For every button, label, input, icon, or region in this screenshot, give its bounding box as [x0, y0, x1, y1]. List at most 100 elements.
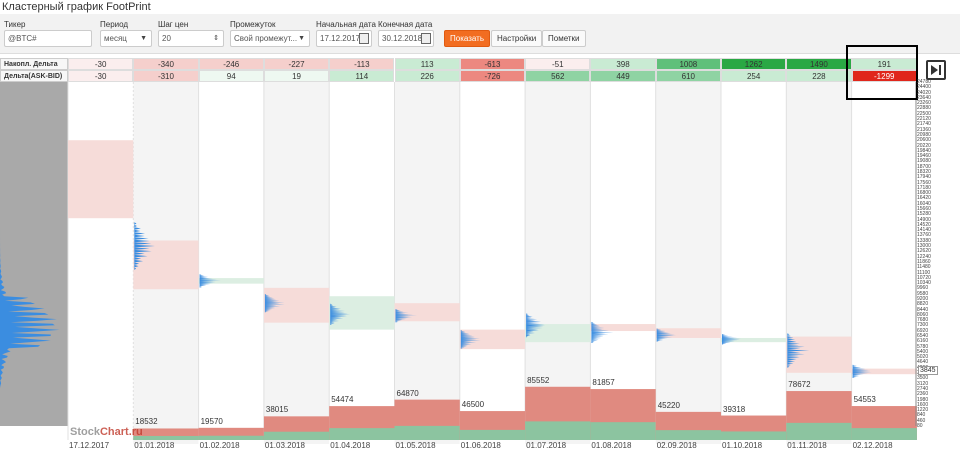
value-area [68, 140, 134, 219]
history-profile [0, 204, 60, 389]
delta-cell: 562 [525, 70, 591, 82]
volume-bar-buy [459, 429, 526, 440]
range-select[interactable]: Свой промежут... ▼ [230, 30, 310, 47]
price-tick: 6540 [917, 333, 929, 340]
value-area [133, 240, 199, 290]
value-area [525, 324, 591, 343]
footprint-chart[interactable] [0, 56, 960, 456]
price-tick: 1980 [917, 396, 929, 403]
price-tick: 2360 [917, 391, 929, 398]
cum_delta-cell: 1490 [786, 58, 852, 70]
price-tick: 8060 [917, 311, 929, 318]
price-tick: 5020 [917, 354, 929, 361]
scroll-end-button[interactable] [926, 60, 946, 80]
cum_delta-cell: -227 [263, 58, 330, 70]
price-tick: 5400 [917, 348, 929, 355]
column-bg [786, 82, 852, 444]
price-tick: 80 [917, 423, 923, 429]
volume-profile [591, 321, 614, 345]
toolbar: Тикер @BTC# Период месяц ▼ Шаг цен 20 ⇕ Пр… [0, 14, 960, 54]
price-tick: 24400 [917, 84, 931, 91]
volume-profile [330, 303, 351, 327]
price-tick: 17940 [917, 174, 931, 181]
delta-cell: 610 [655, 70, 721, 82]
delta-cell: -726 [459, 70, 526, 82]
volume-bar-buy [394, 425, 460, 440]
cum_delta-cell: 113 [394, 58, 460, 70]
cum_delta-cell: 191 [851, 58, 917, 70]
price-tick: 19080 [917, 158, 931, 165]
period-select[interactable]: месяц ▼ [100, 30, 152, 47]
delta-cell: 19 [263, 70, 330, 82]
start-date-input[interactable]: 17.12.2017 [316, 30, 372, 47]
ticker-input[interactable]: @BTC# [4, 30, 92, 47]
delta-cell: -30 [68, 70, 134, 82]
column-bg [590, 82, 656, 444]
value-area [459, 329, 526, 350]
cum_delta-cell: -30 [68, 58, 134, 70]
volume-bar-buy [198, 435, 264, 440]
value-area [263, 287, 330, 323]
volume-profile [395, 308, 418, 324]
volume-profile [722, 333, 742, 346]
price-tick: 14520 [917, 221, 931, 228]
cum-delta-label: Накопл. Дельта [0, 58, 68, 70]
price-tick: 9200 [917, 295, 929, 302]
price-tick: 20600 [917, 137, 931, 144]
end-date-input[interactable]: 30.12.2018 [378, 30, 434, 47]
value-area [590, 324, 656, 332]
step-stepper[interactable]: 20 ⇕ [158, 30, 224, 47]
price-axis: 24780 24400 24020 23640 23260 22880 22500 22120… [917, 80, 960, 429]
volume-bar [133, 428, 199, 440]
volume-profile [526, 312, 546, 339]
delta-cell: 226 [394, 70, 460, 82]
price-tick: 12620 [917, 248, 931, 255]
current-price-tag: 3845 [918, 366, 938, 375]
volume-profile [656, 328, 677, 343]
date-label: 01.07.2018 [526, 441, 567, 450]
price-tick: 1600 [917, 401, 929, 408]
cum_delta-cell: -613 [459, 58, 526, 70]
period-field: Период месяц ▼ [100, 20, 152, 47]
page-title: Кластерный график FootPrint [2, 1, 151, 13]
settings-button[interactable]: Настройки [491, 30, 543, 47]
date-label: 01.02.2018 [199, 441, 240, 450]
column-bg [851, 82, 917, 444]
cum_delta-cell: -246 [198, 58, 264, 70]
value-area [198, 278, 264, 284]
marks-button[interactable]: Пометки [542, 30, 586, 47]
price-tick: 9960 [917, 285, 929, 292]
column-bg [459, 82, 526, 444]
cum_delta-cell: -51 [525, 58, 591, 70]
start-date-field: Начальная дата 17.12.2017 [316, 20, 376, 47]
price-tick: 5780 [917, 343, 929, 350]
value-area [655, 328, 721, 338]
show-button[interactable]: Показать [444, 30, 491, 47]
column-bg [329, 82, 395, 444]
price-tick: 3120 [917, 380, 929, 387]
price-tick: 15660 [917, 206, 931, 212]
step-field: Шаг цен 20 ⇕ [158, 20, 224, 47]
price-tick: 14900 [917, 216, 931, 223]
volume-bar-buy [329, 428, 395, 440]
cum_delta-cell: 1008 [655, 58, 721, 70]
volume-profile [134, 220, 155, 273]
price-tick: 13000 [917, 243, 931, 250]
price-tick: 20220 [917, 142, 931, 149]
highlight-box [846, 45, 918, 100]
price-tick: 460 [917, 417, 926, 424]
delta-cell: 94 [198, 70, 264, 82]
stepper-icon: ⇕ [213, 35, 219, 42]
column-bg [198, 82, 264, 444]
volume-label: 64870 [396, 388, 419, 398]
column-bg [525, 82, 591, 444]
date-label: 01.05.2018 [395, 441, 436, 450]
value-area [329, 296, 395, 330]
price-tick: 13760 [917, 232, 931, 239]
price-tick: 13380 [917, 237, 931, 244]
volume-label: 54553 [853, 395, 876, 405]
price-tick: 14140 [917, 227, 931, 234]
volume-bar-buy [525, 421, 591, 440]
delta-cell: 449 [590, 70, 656, 82]
price-tick: 10340 [917, 280, 931, 287]
